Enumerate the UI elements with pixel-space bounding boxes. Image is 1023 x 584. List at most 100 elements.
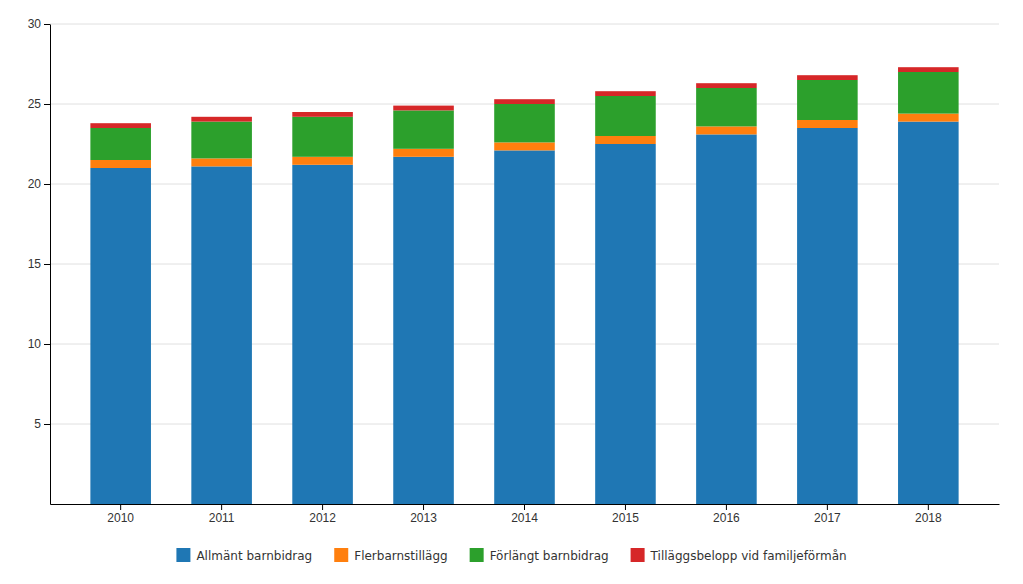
legend-swatch: [176, 548, 190, 562]
legend-item: Tilläggsbelopp vid familjeförmån: [631, 548, 847, 563]
bar: [393, 106, 454, 111]
y-tick-label: 20: [28, 177, 42, 191]
y-tick: 25: [28, 97, 50, 111]
legend: Allmänt barnbidrag Flerbarnstillägg Förlän…: [176, 548, 846, 563]
x-tick: 2014: [511, 504, 538, 525]
bar: [90, 128, 151, 160]
y-axis-line: [50, 25, 51, 505]
y-tick-mark: [44, 344, 50, 345]
x-tick-label: 2011: [209, 511, 235, 525]
y-tick-mark: [44, 184, 50, 185]
bar: [494, 104, 555, 142]
bar: [90, 123, 151, 128]
bar: [292, 157, 353, 165]
bar: [292, 112, 353, 117]
bar: [595, 91, 656, 96]
y-tick-label: 10: [28, 337, 42, 351]
bar: [191, 117, 252, 122]
y-tick-label: 5: [34, 417, 41, 431]
x-tick-mark: [625, 504, 626, 510]
legend-swatch: [631, 548, 645, 562]
bar: [393, 149, 454, 157]
legend-swatch: [334, 548, 348, 562]
x-tick: 2010: [107, 504, 134, 525]
x-tick: 2017: [814, 504, 841, 525]
bar: [696, 83, 757, 88]
x-tick: 2011: [209, 504, 235, 525]
x-tick: 2012: [309, 504, 336, 525]
series: [90, 122, 958, 504]
bar: [797, 80, 858, 120]
bar: [292, 165, 353, 504]
bar: [191, 166, 252, 504]
legend-item: Förlängt barnbidrag: [470, 548, 609, 563]
bars: [90, 67, 958, 504]
x-tick-label: 2014: [511, 511, 538, 525]
x-tick-mark: [827, 504, 828, 510]
y-tick: 20: [28, 177, 50, 191]
plot: 2010 2011 2012 2013 2014 2015 2016 2017 2018 5 10 1…: [28, 17, 1000, 524]
bar: [595, 136, 656, 144]
x-tick: 2013: [410, 504, 437, 525]
bar: [393, 110, 454, 148]
legend-item: Allmänt barnbidrag: [176, 548, 312, 563]
bar: [696, 88, 757, 126]
y-tick-label: 25: [28, 97, 42, 111]
bar: [191, 122, 252, 159]
y-tick: 30: [28, 17, 50, 31]
legend-label: Flerbarnstillägg: [354, 549, 447, 563]
bar: [90, 160, 151, 168]
x-tick-mark: [322, 504, 323, 510]
x-tick-mark: [221, 504, 222, 510]
x-tick-mark: [120, 504, 121, 510]
bar: [797, 120, 858, 128]
bar: [494, 99, 555, 104]
bar: [696, 134, 757, 504]
y-tick-mark: [44, 24, 50, 25]
bar: [797, 128, 858, 504]
grid-line: [50, 24, 999, 25]
bar: [797, 75, 858, 80]
x-tick-label: 2017: [814, 511, 841, 525]
x-axis: 2010 2011 2012 2013 2014 2015 2016 2017 2018: [51, 504, 1000, 525]
legend-label: Allmänt barnbidrag: [196, 549, 312, 563]
x-tick-label: 2018: [915, 511, 942, 525]
bar: [90, 168, 151, 504]
legend-swatch: [470, 548, 484, 562]
series: [90, 72, 958, 160]
x-tick-mark: [928, 504, 929, 510]
bar: [595, 96, 656, 136]
x-tick-label: 2010: [107, 511, 134, 525]
y-tick-mark: [44, 424, 50, 425]
x-tick-mark: [524, 504, 525, 510]
legend-label: Tilläggsbelopp vid familjeförmån: [650, 549, 847, 563]
x-tick: 2015: [612, 504, 639, 525]
x-tick-label: 2015: [612, 511, 639, 525]
y-axis: 5 10 15 20 25 30: [28, 17, 51, 504]
y-tick-label: 15: [28, 257, 42, 271]
chart: 2010 2011 2012 2013 2014 2015 2016 2017 2018 5 10 1…: [0, 0, 1023, 584]
bar: [191, 158, 252, 166]
bar: [898, 67, 959, 72]
bar: [494, 142, 555, 150]
series: [90, 67, 958, 128]
bar: [898, 114, 959, 122]
x-tick-label: 2016: [713, 511, 740, 525]
x-tick-label: 2012: [309, 511, 336, 525]
x-tick-mark: [726, 504, 727, 510]
y-tick-label: 30: [28, 17, 42, 31]
bar: [898, 122, 959, 504]
bar: [595, 144, 656, 504]
bar: [696, 126, 757, 134]
y-tick: 5: [34, 417, 50, 431]
bar: [393, 157, 454, 504]
bar: [494, 150, 555, 504]
legend-label: Förlängt barnbidrag: [490, 549, 609, 563]
y-tick-mark: [44, 264, 50, 265]
x-tick-mark: [423, 504, 424, 510]
bar: [292, 117, 353, 157]
x-tick: 2018: [915, 504, 942, 525]
y-tick: 15: [28, 257, 50, 271]
y-tick: 10: [28, 337, 50, 351]
x-tick: 2016: [713, 504, 740, 525]
